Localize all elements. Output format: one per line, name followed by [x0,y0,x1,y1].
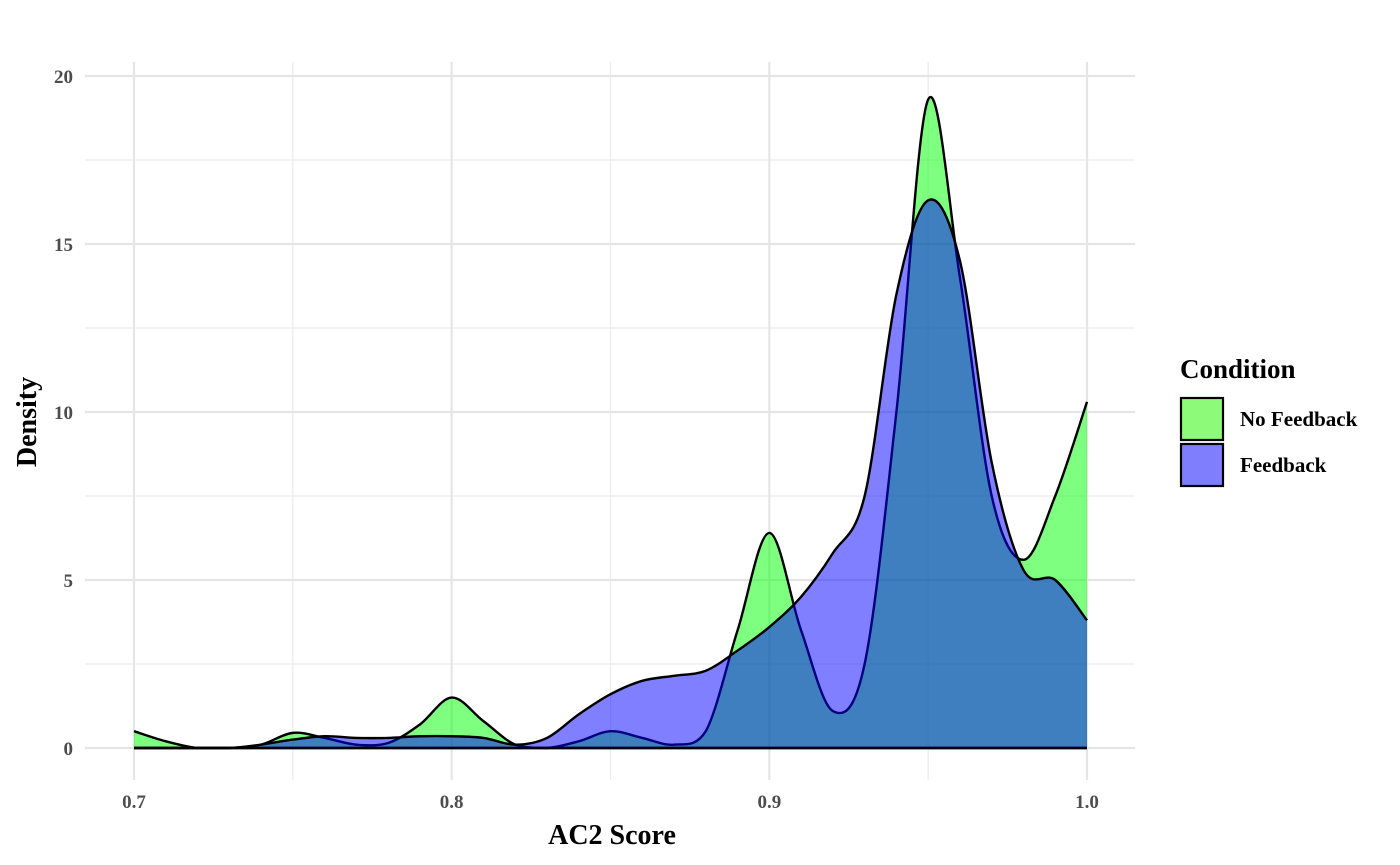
x-tick-label: 1.0 [1075,792,1099,813]
x-axis-ticks: 0.7 0.8 0.9 1.0 [122,792,1099,813]
y-axis-ticks: 0 5 10 15 20 [54,67,73,760]
legend: Condition No Feedback Feedback [1179,354,1358,488]
legend-label-no-feedback: No Feedback [1240,407,1358,431]
y-tick-label: 5 [64,571,74,592]
y-tick-label: 15 [54,235,73,256]
density-line-feedback [133,198,1088,750]
x-tick-label: 0.9 [757,792,781,813]
density-area-feedback [134,199,1087,749]
x-tick-label: 0.8 [440,792,464,813]
x-tick-label: 0.7 [122,792,146,813]
legend-title: Condition [1180,354,1296,384]
density-areas [133,95,1089,750]
y-tick-label: 10 [54,403,73,424]
legend-key-feedback [1179,442,1225,488]
legend-key-no-feedback [1179,396,1225,442]
y-tick-label: 20 [54,67,73,88]
legend-label-feedback: Feedback [1240,453,1327,477]
y-axis-title: Density [12,377,43,467]
x-axis-title: AC2 Score [548,820,676,851]
y-tick-label: 0 [64,739,74,760]
